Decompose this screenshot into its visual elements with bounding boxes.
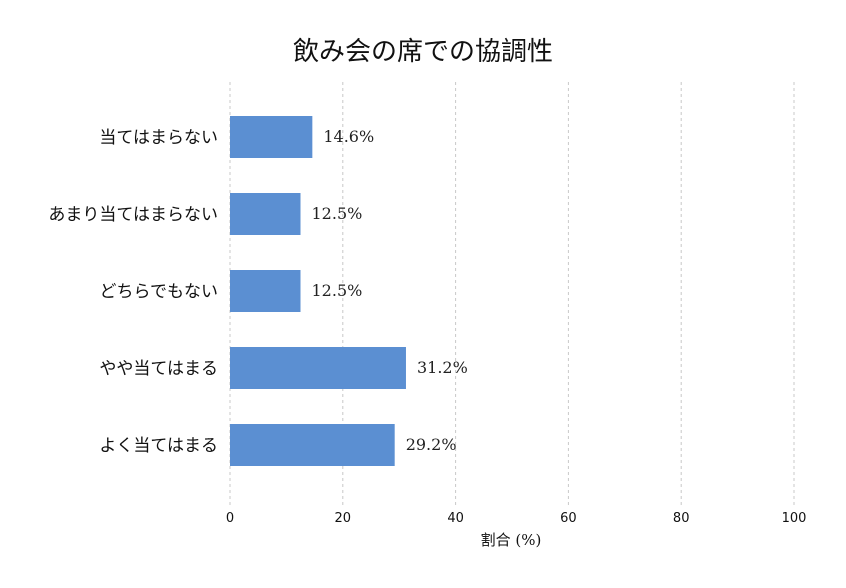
value-label: 12.5% <box>312 281 363 300</box>
value-label: 12.5% <box>312 204 363 223</box>
bar <box>230 424 395 466</box>
bar <box>230 270 301 312</box>
bar <box>230 347 406 389</box>
bar <box>230 193 301 235</box>
bars <box>230 116 406 466</box>
value-label: 29.2% <box>406 435 457 454</box>
x-tick-label: 0 <box>226 511 234 526</box>
category-label: 当てはまらない <box>99 128 218 148</box>
x-tick-label: 20 <box>335 511 352 526</box>
value-label: 31.2% <box>417 358 468 377</box>
x-tick-label: 100 <box>782 511 807 526</box>
category-label: やや当てはまる <box>99 359 218 379</box>
category-label: どちらでもない <box>100 282 219 302</box>
value-labels: 14.6% 12.5% 12.5% 31.2% 29.2% <box>312 127 468 454</box>
category-label: あまり当てはまらない <box>48 205 218 225</box>
x-tick-label: 80 <box>673 511 690 526</box>
value-label: 14.6% <box>323 127 374 146</box>
x-tick-label: 60 <box>560 511 577 526</box>
chart-title: 飲み会の席での協調性 <box>293 37 553 67</box>
x-tick-labels: 0 20 40 60 80 100 <box>226 511 807 526</box>
x-tick-label: 40 <box>447 511 464 526</box>
category-label: よく当てはまる <box>99 436 218 456</box>
bar <box>230 116 313 158</box>
x-axis-label: 割合 (%) <box>481 531 542 549</box>
